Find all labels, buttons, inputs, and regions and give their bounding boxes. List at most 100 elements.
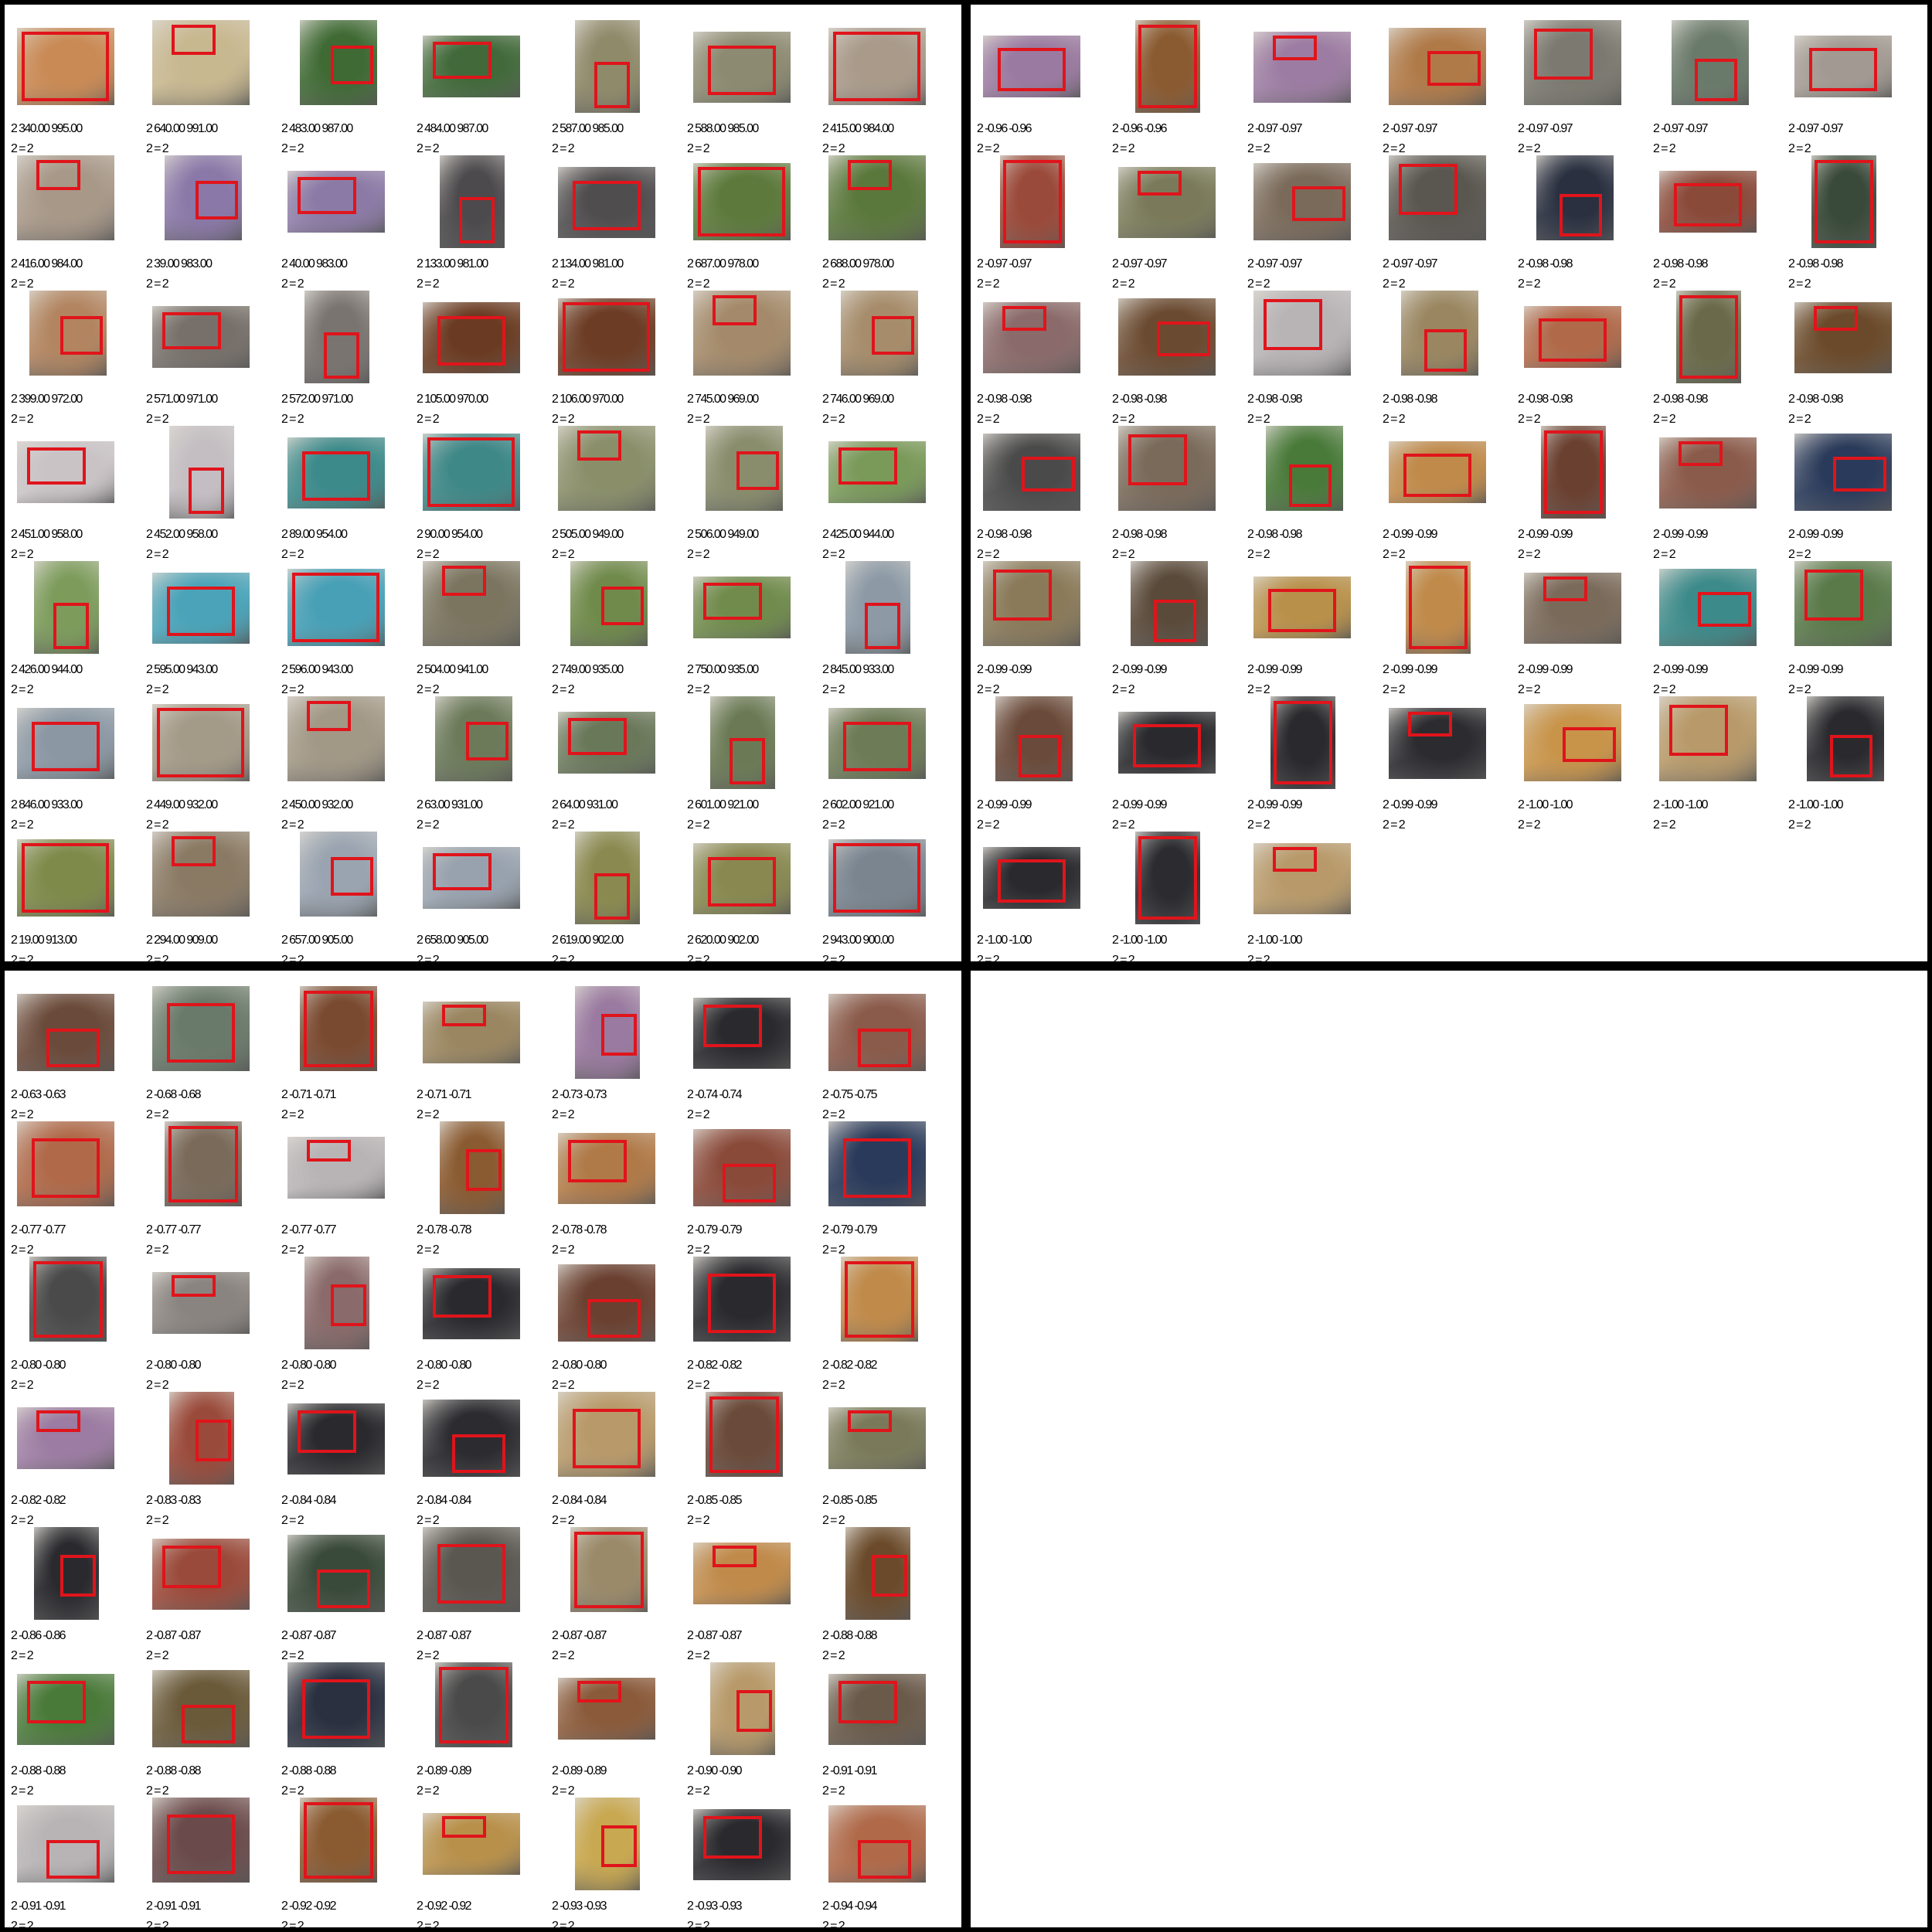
result-tile[interactable]: 2 -0.97 -0.97 2 = 2 bbox=[1653, 20, 1788, 155]
thumbnail-image[interactable] bbox=[423, 561, 520, 646]
result-tile[interactable]: 2 452.00 958.00 2 = 2 bbox=[146, 426, 281, 561]
thumbnail-image[interactable] bbox=[1541, 426, 1606, 519]
result-tile[interactable]: 2 658.00 905.00 2 = 2 bbox=[417, 832, 552, 961]
result-tile[interactable]: 2 -0.78 -0.78 2 = 2 bbox=[417, 1121, 552, 1257]
thumbnail-image[interactable] bbox=[287, 1403, 385, 1475]
result-tile[interactable]: 2 -0.99 -0.99 2 = 2 bbox=[1788, 561, 1923, 696]
thumbnail-image[interactable] bbox=[1659, 696, 1757, 781]
result-tile[interactable]: 2 -0.99 -0.99 2 = 2 bbox=[1383, 561, 1518, 696]
thumbnail-image[interactable] bbox=[570, 561, 648, 646]
result-tile[interactable]: 2 -0.80 -0.80 2 = 2 bbox=[281, 1257, 417, 1392]
result-tile[interactable]: 2 -0.92 -0.92 2 = 2 bbox=[281, 1798, 417, 1927]
result-tile[interactable]: 2 40.00 983.00 2 = 2 bbox=[281, 155, 417, 291]
result-tile[interactable]: 2 588.00 985.00 2 = 2 bbox=[687, 20, 822, 155]
thumbnail-image[interactable] bbox=[1253, 291, 1351, 376]
result-tile[interactable]: 2 89.00 954.00 2 = 2 bbox=[281, 426, 417, 561]
thumbnail-image[interactable] bbox=[287, 1535, 385, 1612]
result-tile[interactable]: 2 -0.88 -0.88 2 = 2 bbox=[146, 1662, 281, 1798]
thumbnail-image[interactable] bbox=[983, 561, 1080, 646]
thumbnail-image[interactable] bbox=[423, 1813, 520, 1875]
thumbnail-image[interactable] bbox=[1131, 561, 1208, 646]
thumbnail-image[interactable] bbox=[1794, 302, 1892, 373]
result-tile[interactable]: 2 -0.80 -0.80 2 = 2 bbox=[146, 1257, 281, 1392]
thumbnail-image[interactable] bbox=[558, 1264, 655, 1342]
thumbnail-image[interactable] bbox=[845, 1527, 910, 1620]
thumbnail-image[interactable] bbox=[1253, 163, 1351, 240]
result-tile[interactable]: 2 -0.80 -0.80 2 = 2 bbox=[11, 1257, 146, 1392]
result-tile[interactable]: 2 134.00 981.00 2 = 2 bbox=[552, 155, 687, 291]
result-tile[interactable]: 2 -0.80 -0.80 2 = 2 bbox=[552, 1257, 687, 1392]
result-tile[interactable]: 2 746.00 969.00 2 = 2 bbox=[822, 291, 957, 426]
thumbnail-image[interactable] bbox=[693, 577, 791, 638]
thumbnail-image[interactable] bbox=[435, 696, 512, 781]
result-tile[interactable]: 2 -0.84 -0.84 2 = 2 bbox=[417, 1392, 552, 1527]
result-tile[interactable]: 2 426.00 944.00 2 = 2 bbox=[11, 561, 146, 696]
thumbnail-image[interactable] bbox=[440, 1121, 505, 1214]
result-tile[interactable]: 2 -0.80 -0.80 2 = 2 bbox=[417, 1257, 552, 1392]
result-tile[interactable]: 2 -0.83 -0.83 2 = 2 bbox=[146, 1392, 281, 1527]
result-tile[interactable]: 2 -0.85 -0.85 2 = 2 bbox=[822, 1392, 957, 1527]
thumbnail-image[interactable] bbox=[1389, 155, 1486, 240]
result-tile[interactable]: 2 -0.99 -0.99 2 = 2 bbox=[977, 561, 1112, 696]
thumbnail-image[interactable] bbox=[1524, 704, 1621, 781]
thumbnail-image[interactable] bbox=[423, 1002, 520, 1063]
thumbnail-image[interactable] bbox=[300, 1798, 377, 1883]
thumbnail-image[interactable] bbox=[1118, 426, 1216, 511]
result-tile[interactable]: 2 -1.00 -1.00 2 = 2 bbox=[1112, 832, 1247, 961]
result-tile[interactable]: 2 449.00 932.00 2 = 2 bbox=[146, 696, 281, 832]
thumbnail-image[interactable] bbox=[287, 569, 385, 646]
thumbnail-image[interactable] bbox=[1118, 167, 1216, 238]
result-tile[interactable]: 2 -0.96 -0.96 2 = 2 bbox=[977, 20, 1112, 155]
result-tile[interactable]: 2 745.00 969.00 2 = 2 bbox=[687, 291, 822, 426]
thumbnail-image[interactable] bbox=[706, 426, 783, 511]
thumbnail-image[interactable] bbox=[17, 839, 114, 917]
result-tile[interactable]: 2 -0.98 -0.98 2 = 2 bbox=[1247, 291, 1383, 426]
result-tile[interactable]: 2 -0.98 -0.98 2 = 2 bbox=[1383, 291, 1518, 426]
thumbnail-image[interactable] bbox=[17, 994, 114, 1071]
result-tile[interactable]: 2 -0.98 -0.98 2 = 2 bbox=[977, 291, 1112, 426]
result-tile[interactable]: 2 484.00 987.00 2 = 2 bbox=[417, 20, 552, 155]
thumbnail-image[interactable] bbox=[17, 1121, 114, 1206]
thumbnail-image[interactable] bbox=[423, 1268, 520, 1339]
result-tile[interactable]: 2 -0.87 -0.87 2 = 2 bbox=[281, 1527, 417, 1662]
result-tile[interactable]: 2 -0.97 -0.97 2 = 2 bbox=[1383, 155, 1518, 291]
result-tile[interactable]: 2 90.00 954.00 2 = 2 bbox=[417, 426, 552, 561]
result-tile[interactable]: 2 -0.92 -0.92 2 = 2 bbox=[417, 1798, 552, 1927]
result-tile[interactable]: 2 -0.89 -0.89 2 = 2 bbox=[417, 1662, 552, 1798]
thumbnail-image[interactable] bbox=[435, 1662, 512, 1747]
thumbnail-image[interactable] bbox=[1794, 561, 1892, 646]
result-tile[interactable]: 2 749.00 935.00 2 = 2 bbox=[552, 561, 687, 696]
thumbnail-image[interactable] bbox=[287, 696, 385, 781]
result-tile[interactable]: 2 -0.97 -0.97 2 = 2 bbox=[977, 155, 1112, 291]
result-tile[interactable]: 2 -0.78 -0.78 2 = 2 bbox=[552, 1121, 687, 1257]
result-tile[interactable]: 2 -0.99 -0.99 2 = 2 bbox=[1518, 426, 1653, 561]
result-tile[interactable]: 2 106.00 970.00 2 = 2 bbox=[552, 291, 687, 426]
result-tile[interactable]: 2 416.00 984.00 2 = 2 bbox=[11, 155, 146, 291]
thumbnail-image[interactable] bbox=[152, 986, 250, 1071]
result-tile[interactable]: 2 399.00 972.00 2 = 2 bbox=[11, 291, 146, 426]
thumbnail-image[interactable] bbox=[34, 561, 99, 654]
thumbnail-image[interactable] bbox=[1135, 20, 1200, 113]
result-tile[interactable]: 2 596.00 943.00 2 = 2 bbox=[281, 561, 417, 696]
result-tile[interactable]: 2 -0.87 -0.87 2 = 2 bbox=[146, 1527, 281, 1662]
result-tile[interactable]: 2 -0.84 -0.84 2 = 2 bbox=[552, 1392, 687, 1527]
thumbnail-image[interactable] bbox=[1524, 573, 1621, 644]
thumbnail-image[interactable] bbox=[423, 1400, 520, 1477]
thumbnail-image[interactable] bbox=[706, 1392, 783, 1477]
thumbnail-image[interactable] bbox=[995, 696, 1073, 781]
thumbnail-image[interactable] bbox=[1676, 291, 1741, 383]
thumbnail-image[interactable] bbox=[828, 708, 926, 779]
thumbnail-image[interactable] bbox=[287, 1137, 385, 1199]
result-tile[interactable]: 2 601.00 921.00 2 = 2 bbox=[687, 696, 822, 832]
result-tile[interactable]: 2 -0.84 -0.84 2 = 2 bbox=[281, 1392, 417, 1527]
result-tile[interactable]: 2 -0.97 -0.97 2 = 2 bbox=[1518, 20, 1653, 155]
thumbnail-image[interactable] bbox=[152, 1798, 250, 1883]
result-tile[interactable]: 2 688.00 978.00 2 = 2 bbox=[822, 155, 957, 291]
result-tile[interactable]: 2 640.00 991.00 2 = 2 bbox=[146, 20, 281, 155]
thumbnail-image[interactable] bbox=[828, 1121, 926, 1206]
result-tile[interactable]: 2 -1.00 -1.00 2 = 2 bbox=[1788, 696, 1923, 832]
thumbnail-image[interactable] bbox=[570, 1527, 648, 1612]
thumbnail-image[interactable] bbox=[1135, 832, 1200, 924]
thumbnail-image[interactable] bbox=[152, 573, 250, 644]
thumbnail-image[interactable] bbox=[300, 832, 377, 917]
